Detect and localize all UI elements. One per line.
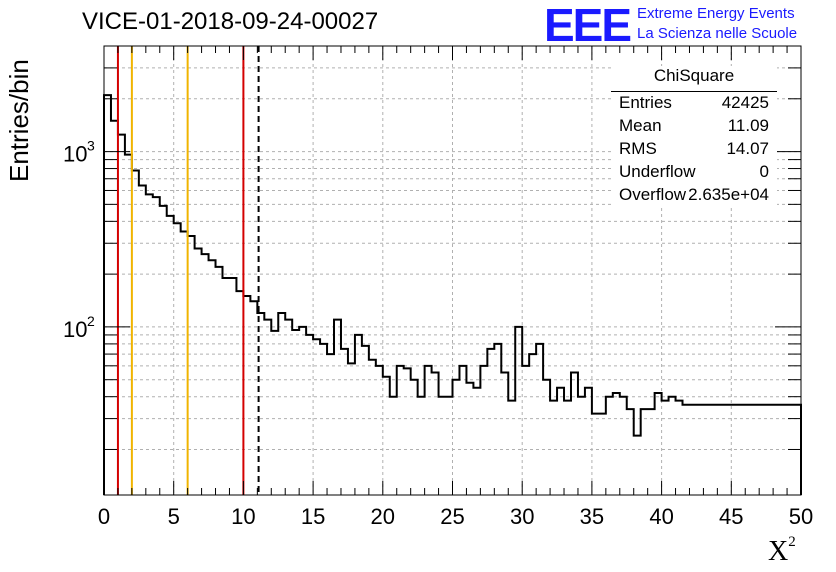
stats-box: ChiSquare Entries 42425 Mean 11.09 RMS 14.0… <box>611 66 777 207</box>
y-axis-label: Entries/bin <box>4 59 34 182</box>
eee-logo: EEE <box>544 0 632 51</box>
stats-title: ChiSquare <box>653 66 735 85</box>
stats-row-overflow: Overflow 2.635e+04 <box>619 185 769 204</box>
x-tick-label: 35 <box>580 504 604 529</box>
stats-divider <box>611 91 777 92</box>
x-tick-label: 15 <box>301 504 325 529</box>
x-axis-label: X2 <box>768 533 796 567</box>
stats-row-mean: Mean 11.09 <box>619 116 769 135</box>
logo-subtitle-1: Extreme Energy Events <box>637 5 795 22</box>
stats-row-rms: RMS 14.07 <box>619 139 769 158</box>
logo-subtitle-2: La Scienza nelle Scuole <box>637 25 798 42</box>
y-tick-label-exponent: 3 <box>87 138 95 154</box>
histogram-series <box>103 94 802 495</box>
x-tick-label: 10 <box>231 504 255 529</box>
y-tick-label-exponent: 2 <box>87 313 95 329</box>
x-tick-label: 0 <box>98 504 110 529</box>
x-tick-label: 40 <box>649 504 673 529</box>
stats-row-underflow: Underflow 0 <box>619 162 769 181</box>
x-tick-label: 25 <box>440 504 464 529</box>
x-tick-label: 45 <box>719 504 743 529</box>
x-tick-label: 30 <box>510 504 534 529</box>
stats-row-entries: Entries 42425 <box>619 93 769 112</box>
chart-title: VICE-01-2018-09-24-00027 <box>82 8 379 35</box>
y-tick-label: 10 <box>63 317 87 342</box>
x-tick-label: 20 <box>371 504 395 529</box>
x-tick-label: 50 <box>789 504 813 529</box>
y-tick-label: 10 <box>63 142 87 167</box>
x-tick-label: 5 <box>168 504 180 529</box>
